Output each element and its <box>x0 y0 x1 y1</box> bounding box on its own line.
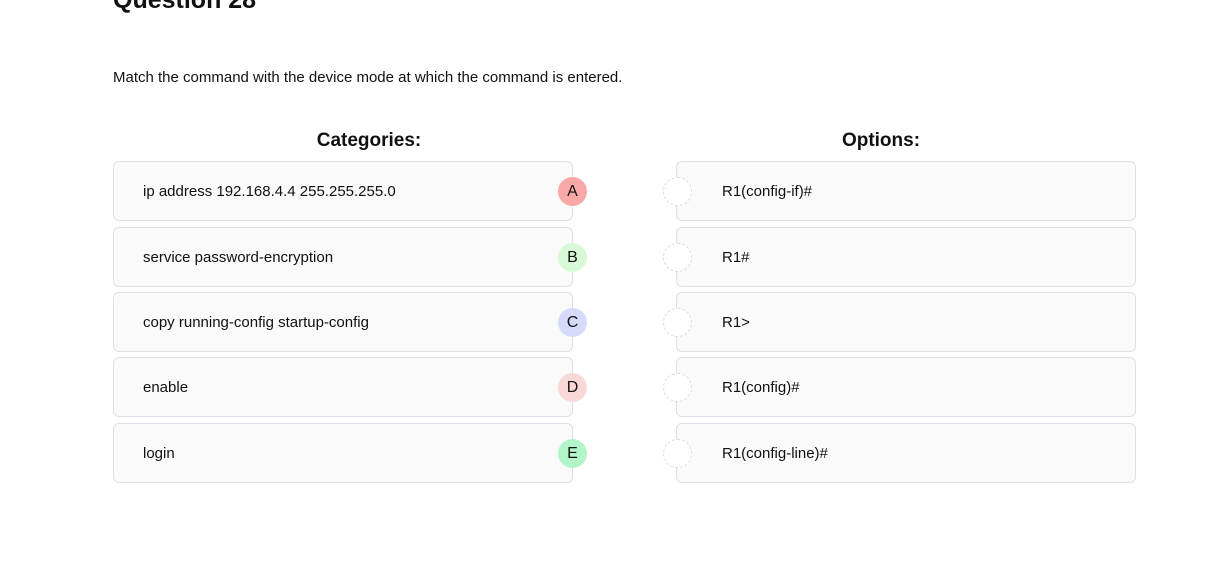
option-text: R1(config-if)# <box>722 183 813 200</box>
option-item[interactable]: R1(config)# <box>663 357 1136 417</box>
option-text: R1# <box>722 249 750 266</box>
category-badge[interactable]: E <box>558 439 587 468</box>
option-item[interactable]: R1(config-line)# <box>663 423 1136 483</box>
category-text: copy running-config startup-config <box>143 314 369 331</box>
options-heading: Options: <box>841 130 921 151</box>
question-instruction: Match the command with the device mode a… <box>113 69 623 86</box>
option-text: R1(config-line)# <box>722 445 828 462</box>
category-item[interactable]: service password-encryption B <box>113 227 587 287</box>
category-text: login <box>143 445 175 462</box>
option-item[interactable]: R1> <box>663 292 1136 352</box>
category-badge[interactable]: D <box>558 373 587 402</box>
category-badge[interactable]: C <box>558 308 587 337</box>
option-item[interactable]: R1# <box>663 227 1136 287</box>
category-item[interactable]: enable D <box>113 357 587 417</box>
category-item[interactable]: copy running-config startup-config C <box>113 292 587 352</box>
drop-slot[interactable] <box>663 243 692 272</box>
category-item[interactable]: ip address 192.168.4.4 255.255.255.0 A <box>113 161 587 221</box>
option-text: R1(config)# <box>722 379 800 396</box>
category-text: enable <box>143 379 189 396</box>
category-text: ip address 192.168.4.4 255.255.255.0 <box>143 183 396 200</box>
category-badge[interactable]: B <box>558 243 587 272</box>
drop-slot[interactable] <box>663 439 692 468</box>
option-text: R1> <box>722 314 750 331</box>
category-item[interactable]: login E <box>113 423 587 483</box>
category-badge[interactable]: A <box>558 177 587 206</box>
drop-slot[interactable] <box>663 373 692 402</box>
drop-slot[interactable] <box>663 177 692 206</box>
drop-slot[interactable] <box>663 308 692 337</box>
category-text: service password-encryption <box>143 249 334 266</box>
categories-heading: Categories: <box>316 130 422 151</box>
option-item[interactable]: R1(config-if)# <box>663 161 1136 221</box>
question-title: Question 28 <box>113 0 257 14</box>
